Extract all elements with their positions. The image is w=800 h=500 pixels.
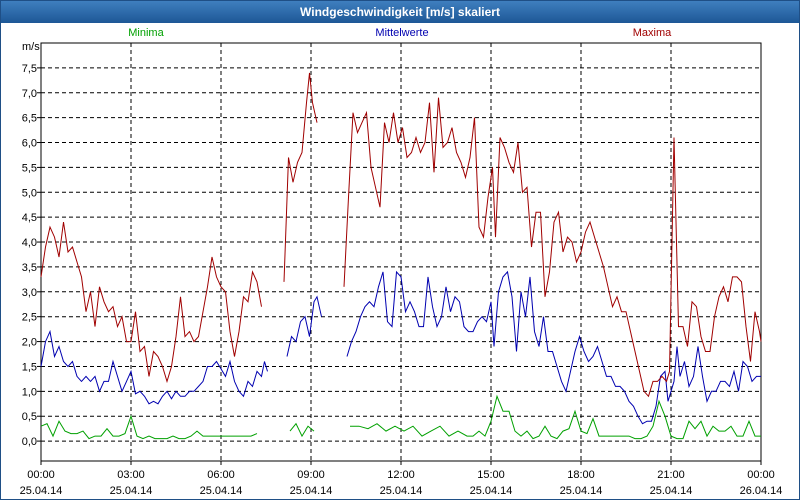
series-line-minima bbox=[350, 394, 761, 440]
y-tick-label: 4,0 bbox=[22, 237, 37, 249]
x-tick-time: 12:00 bbox=[387, 469, 415, 481]
x-tick-date: 25.04.14 bbox=[20, 485, 63, 497]
x-tick-time: 03:00 bbox=[117, 469, 145, 481]
chart-title: Windgeschwindigkeit [m/s] skaliert bbox=[1, 1, 799, 23]
x-tick-date: 25.04.14 bbox=[290, 485, 333, 497]
x-tick-date: 25.04.14 bbox=[110, 485, 153, 497]
y-tick-label: 4,5 bbox=[22, 212, 37, 224]
plot-area bbox=[40, 42, 762, 462]
y-tick-label: 2,5 bbox=[22, 312, 37, 324]
legend-maxima: Maxima bbox=[633, 27, 672, 39]
series-line-mittelwerte bbox=[346, 270, 761, 425]
y-tick-label: 7,0 bbox=[22, 88, 37, 100]
series-line-mittelwerte bbox=[286, 295, 322, 357]
series-line-maxima bbox=[343, 97, 762, 398]
series-line-minima bbox=[289, 422, 315, 438]
series-line-minima bbox=[40, 414, 258, 440]
x-tick-time: 15:00 bbox=[477, 469, 505, 481]
y-tick-label: 6,5 bbox=[22, 113, 37, 125]
y-axis-label: m/s bbox=[22, 41, 40, 53]
y-tick-label: 2,0 bbox=[22, 337, 37, 349]
series-line-maxima bbox=[40, 222, 262, 384]
x-tick-date: 25.04.14 bbox=[650, 485, 693, 497]
y-tick-label: 5,5 bbox=[22, 162, 37, 174]
series-line-maxima bbox=[283, 72, 318, 282]
series-line-mittelwerte bbox=[40, 329, 268, 405]
y-tick-label: 5,0 bbox=[22, 187, 37, 199]
y-tick-label: 1,5 bbox=[22, 361, 37, 373]
legend-mittelwerte: Mittelwerte bbox=[375, 27, 428, 39]
x-tick-time: 06:00 bbox=[207, 469, 235, 481]
x-tick-time: 18:00 bbox=[567, 469, 595, 481]
x-tick-date: 25.04.14 bbox=[380, 485, 423, 497]
y-tick-label: 3,0 bbox=[22, 287, 37, 299]
x-tick-time: 00:00 bbox=[747, 469, 775, 481]
legend-minima: Minima bbox=[128, 27, 164, 39]
x-tick-date: 25.04.14 bbox=[560, 485, 603, 497]
x-tick-date: 26.04.14 bbox=[740, 485, 783, 497]
y-tick-label: 0,5 bbox=[22, 411, 37, 423]
x-tick-time: 00:00 bbox=[27, 469, 55, 481]
x-tick-date: 25.04.14 bbox=[470, 485, 513, 497]
y-tick-label: 7,5 bbox=[22, 63, 37, 75]
y-tick-label: 3,5 bbox=[22, 262, 37, 274]
y-tick-label: 6,0 bbox=[22, 138, 37, 150]
y-tick-label: 1,0 bbox=[22, 386, 37, 398]
x-tick-time: 21:00 bbox=[657, 469, 685, 481]
y-tick-label: 0,0 bbox=[22, 436, 37, 448]
x-tick-time: 09:00 bbox=[297, 469, 325, 481]
x-tick-date: 25.04.14 bbox=[200, 485, 243, 497]
